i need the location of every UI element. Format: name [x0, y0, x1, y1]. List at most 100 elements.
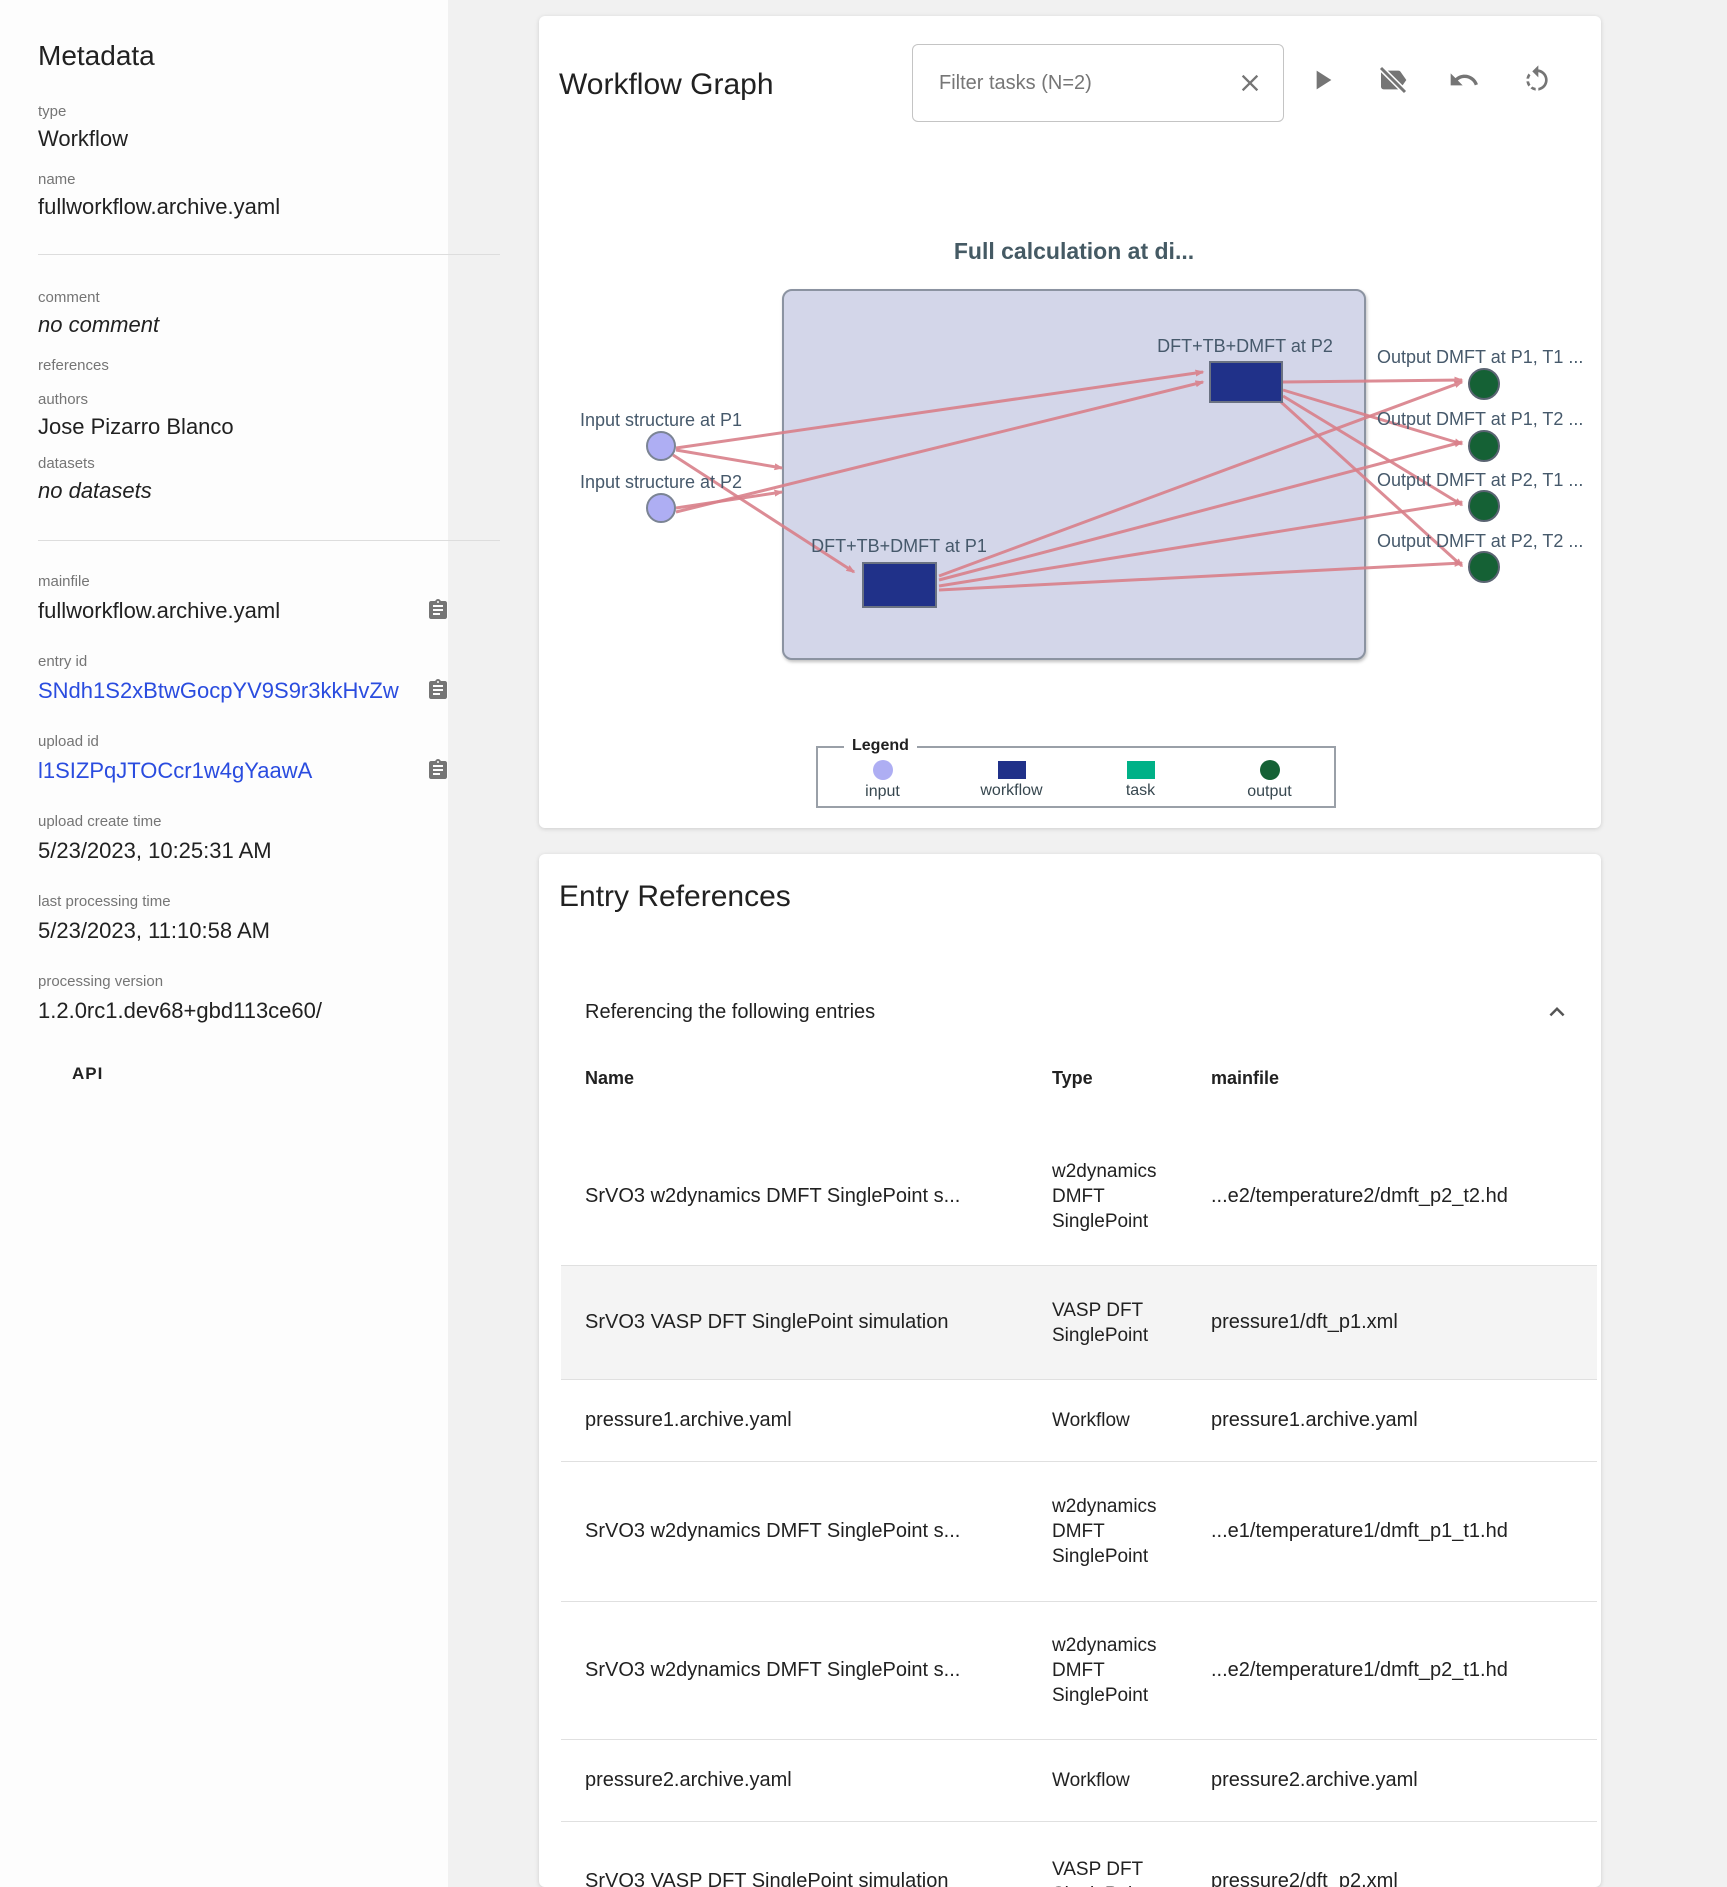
- legend-label: workflow: [980, 781, 1043, 799]
- column-header-name[interactable]: Name: [585, 1068, 635, 1088]
- processing-version-value: 1.2.0rc1.dev68+gbd113ce60/: [38, 998, 322, 1023]
- legend-label: output: [1247, 782, 1292, 800]
- entry-id-label: entry id: [38, 653, 88, 670]
- api-button[interactable]: API: [58, 1056, 117, 1092]
- output4-label: Output DMFT at P2, T2 ...: [1377, 531, 1584, 551]
- cell-name: pressure2.archive.yaml: [585, 1769, 792, 1791]
- legend-label: task: [1125, 781, 1156, 799]
- metadata-sidebar: Metadata type Workflow name fullworkflow…: [0, 0, 500, 1887]
- input1-node[interactable]: [646, 431, 676, 461]
- cell-mainfile: pressure1.archive.yaml: [1211, 1409, 1418, 1431]
- cell-type: w2dynamics DMFT SinglePoint: [1052, 1496, 1157, 1567]
- legend-title: Legend: [844, 737, 917, 755]
- cell-type: Workflow: [1052, 1410, 1130, 1431]
- input2-label: Input structure at P2: [579, 472, 743, 492]
- task-swatch-icon: [1126, 760, 1155, 779]
- entry-references-card: Entry References Referencing the followi…: [539, 854, 1601, 1887]
- output1-label: Output DMFT at P1, T1 ...: [1377, 347, 1584, 367]
- clear-filter-icon[interactable]: [1233, 66, 1267, 100]
- table-row[interactable]: SrVO3 w2dynamics DMFT SinglePoint s... w…: [561, 1462, 1597, 1602]
- cell-type: w2dynamics DMFT SinglePoint: [1052, 1161, 1157, 1232]
- table-row[interactable]: pressure1.archive.yaml Workflow pressure…: [561, 1380, 1597, 1462]
- output3-node[interactable]: [1468, 490, 1500, 522]
- cell-mainfile: ...e2/temperature2/dmft_p2_t2.hd: [1211, 1185, 1508, 1207]
- copy-entry-id-icon[interactable]: [426, 678, 456, 708]
- task2-node[interactable]: [1209, 361, 1283, 403]
- input2-node[interactable]: [646, 493, 676, 523]
- output2-node[interactable]: [1468, 430, 1500, 462]
- mainfile-value: fullworkflow.archive.yaml: [38, 598, 281, 623]
- name-value: fullworkflow.archive.yaml: [38, 194, 281, 219]
- table-row[interactable]: SrVO3 w2dynamics DMFT SinglePoint s... w…: [561, 1602, 1597, 1740]
- upload-create-time-label: upload create time: [38, 813, 162, 830]
- cell-name: SrVO3 VASP DFT SinglePoint simulation: [585, 1311, 949, 1333]
- legend-item-workflow: workflow: [947, 760, 1076, 800]
- collapse-section-button[interactable]: [1539, 994, 1575, 1030]
- output1-node[interactable]: [1468, 368, 1500, 400]
- cell-mainfile: pressure2/dft_p2.xml: [1211, 1870, 1398, 1887]
- divider: [38, 254, 500, 255]
- legend-item-input: input: [818, 759, 947, 801]
- undo-icon: [1450, 73, 1478, 86]
- task2-label: DFT+TB+DMFT at P2: [1157, 336, 1333, 356]
- filter-tasks-field[interactable]: [912, 44, 1284, 122]
- column-header-type[interactable]: Type: [1052, 1068, 1093, 1088]
- referencing-section-label: Referencing the following entries: [585, 1000, 876, 1023]
- cell-mainfile: pressure1/dft_p1.xml: [1211, 1311, 1398, 1333]
- workflow-card-title: Workflow Graph: [559, 68, 774, 101]
- references-card-title: Entry References: [559, 880, 791, 913]
- comment-label: comment: [38, 289, 100, 306]
- task1-node[interactable]: [862, 562, 937, 608]
- undo-button[interactable]: [1442, 58, 1486, 102]
- graph-legend: Legend input workflow task output: [816, 737, 1336, 808]
- input1-label: Input structure at P1: [579, 410, 743, 430]
- rotate-left-icon: [1526, 65, 1548, 91]
- hide-labels-button[interactable]: [1371, 58, 1415, 102]
- workflow-swatch-icon: [997, 760, 1026, 779]
- output4-node[interactable]: [1468, 551, 1500, 583]
- output2-label: Output DMFT at P1, T2 ...: [1377, 409, 1584, 429]
- last-processing-time-value: 5/23/2023, 11:10:58 AM: [38, 918, 270, 943]
- upload-id-label: upload id: [38, 733, 99, 750]
- processing-version-label: processing version: [38, 973, 164, 990]
- table-row[interactable]: SrVO3 w2dynamics DMFT SinglePoint s... w…: [561, 1128, 1597, 1266]
- table-row[interactable]: SrVO3 VASP DFT SinglePoint simulation VA…: [561, 1266, 1597, 1380]
- reset-view-button[interactable]: [1515, 58, 1559, 102]
- play-button[interactable]: [1300, 58, 1344, 102]
- upload-id-value[interactable]: l1SIZPqJTOCcr1w4gYaawA: [38, 758, 313, 783]
- cell-type: Workflow: [1052, 1770, 1130, 1791]
- cell-mainfile: ...e1/temperature1/dmft_p1_t1.hd: [1211, 1520, 1508, 1542]
- cell-mainfile: ...e2/temperature1/dmft_p2_t1.hd: [1211, 1659, 1508, 1681]
- datasets-value: no datasets: [38, 478, 152, 503]
- legend-item-output: output: [1205, 759, 1334, 801]
- type-value: Workflow: [38, 126, 129, 151]
- filter-tasks-input[interactable]: [939, 71, 1233, 95]
- cell-name: SrVO3 w2dynamics DMFT SinglePoint s...: [585, 1659, 961, 1681]
- cell-name: pressure1.archive.yaml: [585, 1409, 792, 1431]
- column-header-mainfile[interactable]: mainfile: [1211, 1068, 1280, 1088]
- copy-mainfile-icon[interactable]: [426, 598, 456, 628]
- references-table: SrVO3 w2dynamics DMFT SinglePoint s... w…: [561, 1128, 1597, 1887]
- legend-label: input: [865, 782, 900, 800]
- upload-create-time-value: 5/23/2023, 10:25:31 AM: [38, 838, 272, 863]
- comment-value: no comment: [38, 312, 160, 337]
- task1-label: DFT+TB+DMFT at P1: [811, 536, 987, 556]
- output-swatch-icon: [1259, 759, 1280, 780]
- play-icon: [1316, 70, 1332, 90]
- table-row[interactable]: pressure2.archive.yaml Workflow pressure…: [561, 1740, 1597, 1822]
- copy-upload-id-icon[interactable]: [426, 758, 456, 788]
- legend-item-task: task: [1076, 760, 1205, 800]
- cell-name: SrVO3 w2dynamics DMFT SinglePoint s...: [585, 1185, 961, 1207]
- cell-name: SrVO3 w2dynamics DMFT SinglePoint s...: [585, 1520, 961, 1542]
- last-processing-time-label: last processing time: [38, 893, 171, 910]
- output3-label: Output DMFT at P2, T1 ...: [1377, 470, 1584, 490]
- references-label: references: [38, 357, 109, 374]
- label-off-icon: [1378, 65, 1408, 95]
- table-header: Name Type mainfile: [561, 1068, 1597, 1089]
- table-row[interactable]: SrVO3 VASP DFT SinglePoint simulation VA…: [561, 1822, 1597, 1887]
- workflow-graph-card: Workflow Graph Full calculation at di...: [539, 16, 1601, 828]
- graph-title[interactable]: Full calculation at di...: [953, 238, 1195, 264]
- entry-id-value[interactable]: SNdh1S2xBtwGocpYV9S9r3kkHvZw: [38, 678, 399, 703]
- type-label: type: [38, 103, 67, 120]
